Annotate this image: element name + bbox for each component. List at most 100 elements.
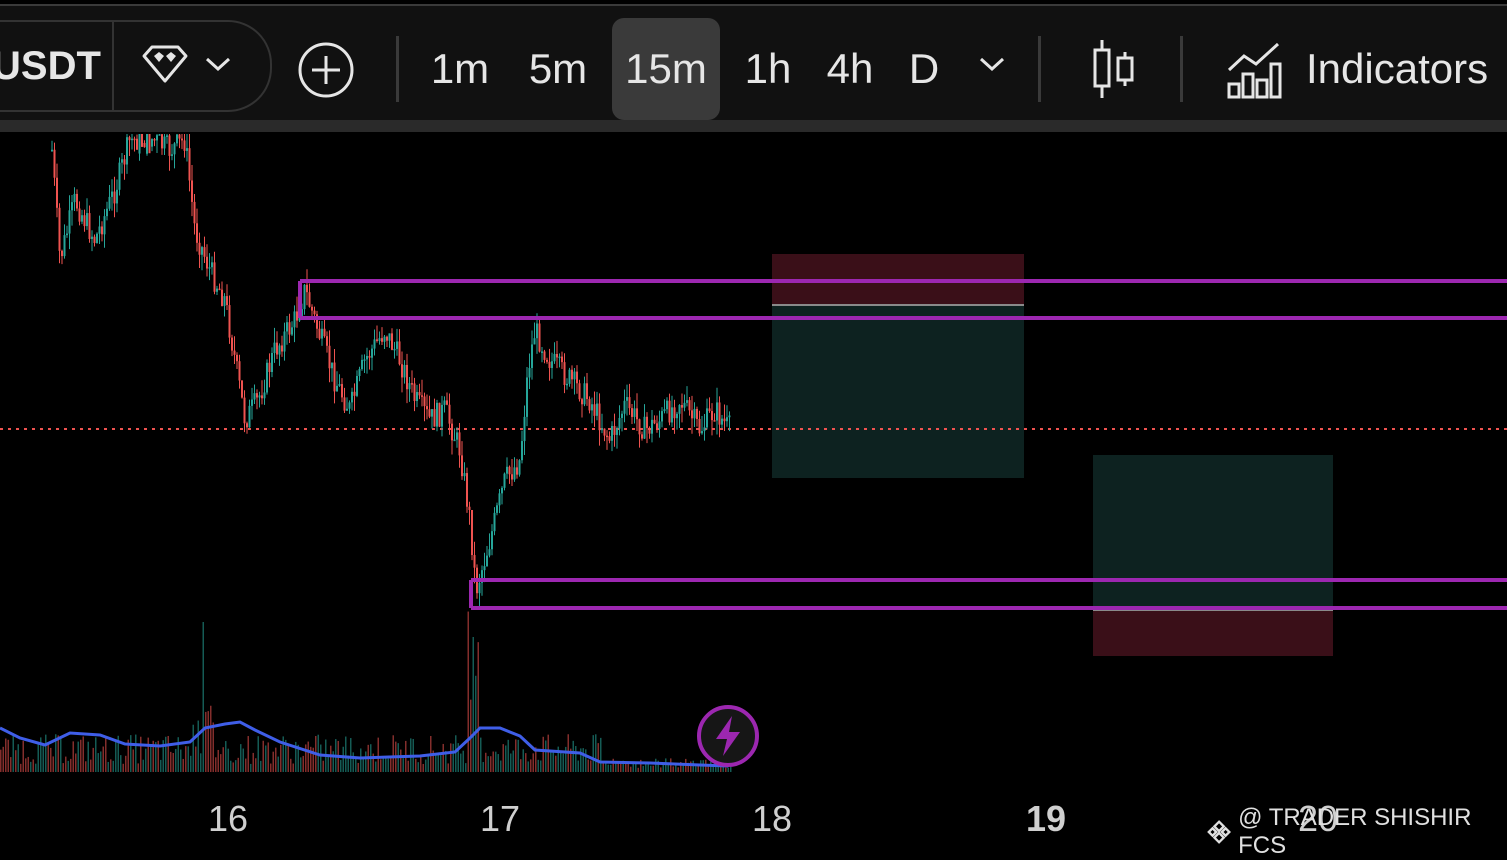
x-axis-label: 17	[480, 798, 520, 839]
volume-bar	[107, 761, 109, 772]
volume-bar	[200, 753, 202, 772]
candle-body	[146, 134, 148, 154]
volume-bar	[630, 766, 632, 772]
volume-bar	[297, 744, 299, 772]
volume-bar	[475, 675, 477, 772]
indicators-button-icon-wrap[interactable]	[1226, 40, 1282, 105]
candle-body	[658, 421, 661, 429]
candle-body	[601, 428, 603, 431]
candle-body	[311, 306, 313, 311]
candle-body	[421, 395, 423, 397]
candle-body	[88, 213, 91, 239]
candle-body	[136, 138, 138, 150]
favorites-dropdown[interactable]	[112, 20, 272, 112]
volume-bar	[562, 753, 564, 772]
candle-body	[263, 392, 266, 399]
volume-bar	[627, 761, 629, 772]
candle-body	[648, 427, 651, 434]
candle-body	[396, 341, 398, 349]
volume-bar	[495, 751, 497, 772]
volume-bar	[565, 746, 567, 772]
volume-bar	[547, 734, 549, 772]
volume-bar	[445, 750, 447, 772]
volume-bar	[90, 759, 92, 772]
candle-body	[468, 506, 471, 510]
volume-bar	[342, 746, 344, 772]
volume-bar	[60, 738, 62, 772]
timeframe-15m[interactable]: 15m	[612, 18, 720, 120]
candle-body	[303, 284, 306, 310]
candle-body	[643, 416, 646, 439]
timeframe-1h[interactable]: 1h	[744, 45, 792, 92]
candle-body	[623, 400, 626, 414]
candle-body	[653, 419, 656, 424]
volume-bar	[245, 758, 247, 772]
volume-bar	[122, 763, 124, 772]
volume-bar	[712, 765, 714, 772]
timeframe-4h[interactable]: 4h	[826, 45, 874, 92]
candle-body	[231, 337, 233, 351]
candle-body	[491, 531, 493, 550]
volume-bar	[447, 763, 449, 772]
symbol-selector[interactable]: USDT	[0, 20, 114, 112]
candle-body	[488, 549, 491, 556]
volume-bar	[80, 739, 82, 772]
candle-body	[378, 338, 381, 341]
candle-body	[353, 391, 356, 396]
volume-bar	[160, 759, 162, 772]
volume-bar	[72, 741, 74, 772]
quick-trade-button[interactable]	[696, 704, 760, 768]
volume-bar	[190, 755, 192, 772]
candle-body	[238, 361, 241, 381]
candle-body	[618, 417, 621, 429]
volume-bar	[587, 759, 589, 772]
candle-body	[388, 333, 391, 341]
volume-bar	[135, 734, 137, 772]
candle-body	[561, 356, 563, 363]
volume-bar	[95, 737, 97, 772]
candle-body	[568, 369, 571, 384]
indicators-button[interactable]: Indicators	[1306, 45, 1489, 92]
candle-body	[426, 406, 428, 410]
chart-toolbar: USDT 1m 5m 15m 1h 4h D	[0, 6, 1507, 120]
candle-body	[466, 473, 468, 507]
candle-body	[91, 236, 93, 239]
volume-bar	[12, 734, 14, 772]
volume-bar	[305, 744, 307, 772]
volume-bar	[377, 737, 379, 772]
volume-bar	[130, 735, 132, 772]
candle-body	[716, 402, 718, 421]
candle-body	[566, 383, 568, 386]
volume-bar	[612, 758, 614, 772]
volume-bar	[340, 759, 342, 772]
volume-bar	[85, 761, 87, 772]
volume-bar	[507, 739, 509, 772]
volume-bar	[600, 737, 602, 772]
candle-body	[403, 364, 406, 378]
chart-type-button[interactable]	[1092, 38, 1136, 105]
candle-body	[628, 397, 631, 409]
volume-bar	[210, 705, 212, 772]
volume-bar	[650, 765, 652, 772]
candle-body	[503, 473, 506, 488]
volume-bar	[180, 749, 182, 772]
timeframe-1m[interactable]: 1m	[430, 45, 490, 92]
candle-body	[448, 404, 451, 424]
volume-bar	[155, 742, 157, 772]
candle-body	[248, 405, 251, 428]
candle-body	[346, 408, 348, 411]
candle-body	[268, 362, 271, 372]
indicators-icon	[1227, 42, 1282, 99]
candle-body	[626, 397, 628, 401]
candle-body	[108, 196, 111, 209]
timeframe-more-button[interactable]	[978, 54, 1006, 79]
candle-body	[316, 314, 318, 329]
volume-bar	[730, 765, 732, 772]
volume-bar	[375, 761, 377, 772]
price-chart[interactable]: 16 17 18 19 20	[0, 132, 1507, 847]
timeframe-5m[interactable]: 5m	[528, 45, 588, 92]
candle-body	[166, 135, 168, 137]
timeframe-D[interactable]: D	[908, 45, 940, 92]
add-symbol-button[interactable]	[298, 42, 354, 98]
candle-body	[131, 138, 133, 141]
